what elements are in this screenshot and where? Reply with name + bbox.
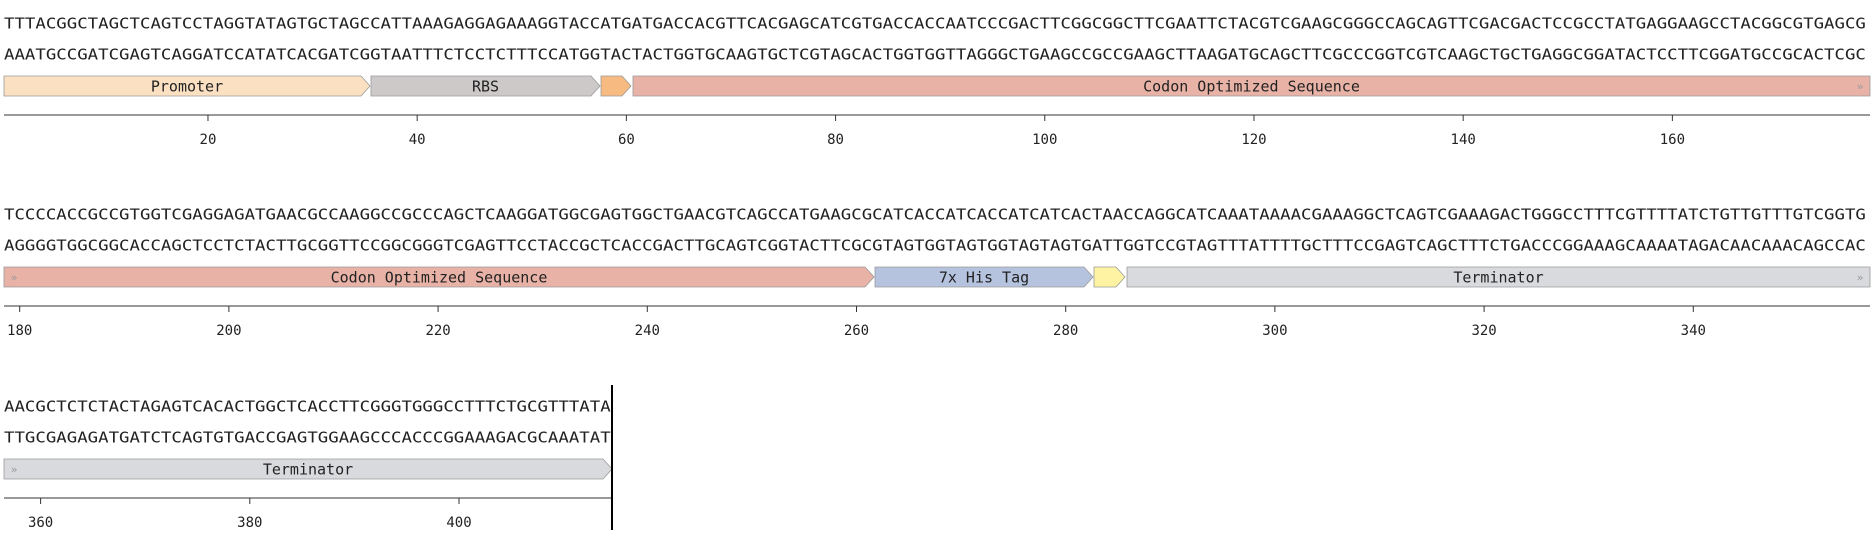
feature-label: RBS [472,78,499,96]
feature-arrow [3,266,875,288]
tick-label: 300 [1262,323,1287,339]
tick-label: 80 [827,132,844,148]
sequence-strand: TTGCGAGAGATGATCTCAGTGTGACCGAGTGGAAGCCCAC… [4,429,611,447]
tick-label: 180 [7,323,32,339]
tick-label: 220 [425,323,450,339]
tick-label: 140 [1451,132,1476,148]
feature-label: Codon Optimized Sequence [331,269,548,287]
sequence-strand: TTTACGGCTAGCTCAGTCCTAGGTATAGTGCTAGCCATTA… [4,15,1866,33]
sequence-strand: AGGGGTGGCGGCACCAGCTCCTCTACTTGCGGTTCCGGCG… [4,237,1866,255]
continue-mark: » [11,271,18,284]
tick-label: 160 [1660,132,1685,148]
tick-label: 120 [1241,132,1266,148]
feature-arrow [370,75,601,97]
feature-arrow [3,458,613,480]
continue-mark: » [1857,80,1864,93]
feature-label: Terminator [263,461,353,479]
feature-arrow [600,75,632,97]
continue-mark: » [1857,271,1864,284]
tick-label: 240 [635,323,660,339]
sequence-strand: TCCCCACCGCCGTGGTCGAGGAGATGAACGCCAAGGCCGC… [4,206,1866,224]
tick-label: 40 [409,132,426,148]
feature-label: Promoter [151,78,223,96]
tick-label: 100 [1032,132,1057,148]
feature-arrow [1126,266,1871,288]
feature-arrow [1093,266,1126,288]
feature-label: Terminator [1453,269,1543,287]
tick-label: 360 [28,515,53,531]
sequence-strand: AACGCTCTCTACTAGAGTCACACTGGCTCACCTTCGGGTG… [4,398,611,416]
tick-label: 20 [200,132,217,148]
tick-label: 320 [1471,323,1496,339]
feature-label: 7x His Tag [939,269,1029,287]
tick-label: 260 [844,323,869,339]
tick-label: 60 [618,132,635,148]
tick-label: 400 [446,515,471,531]
feature-arrow [632,75,1871,97]
feature-arrow [3,75,371,97]
tick-label: 200 [216,323,241,339]
tick-label: 380 [237,515,262,531]
feature-arrow [874,266,1094,288]
continue-mark: » [11,463,18,476]
sequence-strand: AAATGCCGATCGAGTCAGGATCCATATCACGATCGGTAAT… [4,46,1866,64]
tick-label: 340 [1681,323,1706,339]
tick-label: 280 [1053,323,1078,339]
feature-label: Codon Optimized Sequence [1143,78,1360,96]
